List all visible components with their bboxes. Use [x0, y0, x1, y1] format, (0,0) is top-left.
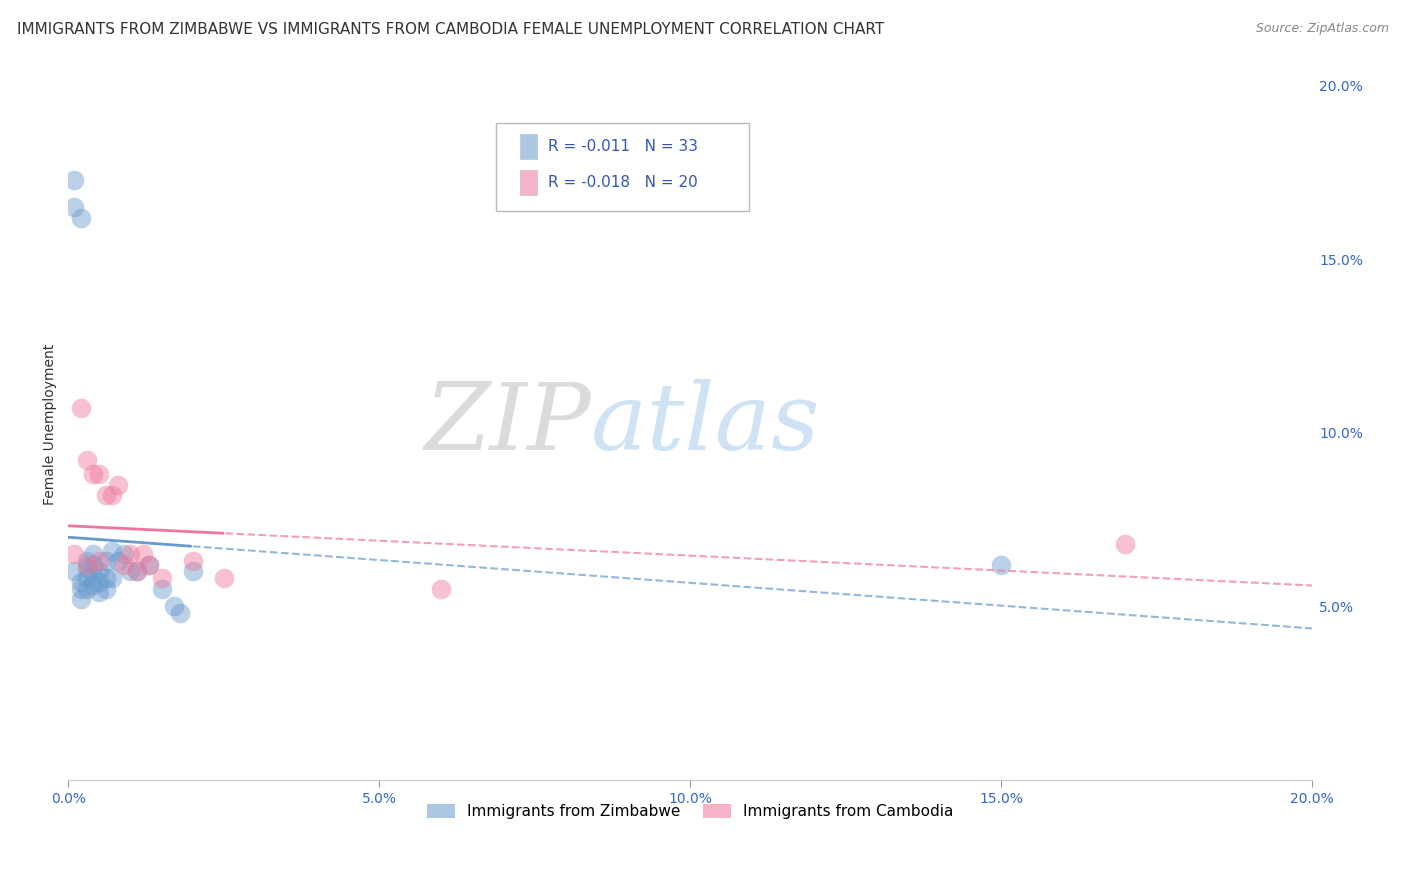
Point — [69, 574, 91, 589]
Point — [212, 571, 235, 585]
Point — [63, 565, 86, 579]
Point — [430, 582, 453, 596]
Point — [69, 401, 91, 416]
Point — [112, 547, 135, 561]
Point — [76, 571, 98, 585]
Point — [150, 582, 173, 596]
Point — [63, 172, 86, 186]
Point — [63, 200, 86, 214]
Point — [76, 582, 98, 596]
Point — [69, 211, 91, 225]
Text: Source: ZipAtlas.com: Source: ZipAtlas.com — [1256, 22, 1389, 36]
Point — [138, 558, 160, 572]
Text: R = -0.011   N = 33: R = -0.011 N = 33 — [548, 139, 699, 154]
Point — [120, 565, 142, 579]
Point — [89, 574, 111, 589]
Point — [94, 582, 117, 596]
Point — [112, 558, 135, 572]
Point — [94, 488, 117, 502]
Point — [82, 568, 104, 582]
Text: ZIP: ZIP — [425, 379, 591, 469]
Point — [125, 565, 148, 579]
Point — [150, 571, 173, 585]
Point — [138, 558, 160, 572]
Point — [76, 554, 98, 568]
Legend: Immigrants from Zimbabwe, Immigrants from Cambodia: Immigrants from Zimbabwe, Immigrants fro… — [420, 798, 959, 825]
Text: R = -0.018   N = 20: R = -0.018 N = 20 — [548, 175, 697, 190]
Point — [82, 558, 104, 572]
Point — [94, 571, 117, 585]
Point — [82, 467, 104, 482]
Point — [107, 554, 129, 568]
Point — [100, 571, 122, 585]
Point — [76, 561, 98, 575]
Point — [69, 582, 91, 596]
Point — [82, 547, 104, 561]
Point — [163, 599, 186, 614]
Point — [120, 547, 142, 561]
Point — [76, 453, 98, 467]
Point — [1114, 537, 1136, 551]
Point — [100, 543, 122, 558]
Point — [89, 467, 111, 482]
Point — [181, 565, 204, 579]
Point — [132, 547, 155, 561]
Point — [69, 592, 91, 607]
Text: atlas: atlas — [591, 379, 820, 469]
Point — [94, 554, 117, 568]
Text: IMMIGRANTS FROM ZIMBABWE VS IMMIGRANTS FROM CAMBODIA FEMALE UNEMPLOYMENT CORRELA: IMMIGRANTS FROM ZIMBABWE VS IMMIGRANTS F… — [17, 22, 884, 37]
Point — [76, 558, 98, 572]
Point — [63, 547, 86, 561]
Point — [82, 578, 104, 592]
Point — [107, 477, 129, 491]
Point — [89, 585, 111, 599]
Point — [990, 558, 1012, 572]
Y-axis label: Female Unemployment: Female Unemployment — [44, 343, 58, 505]
Point — [100, 488, 122, 502]
Point — [181, 554, 204, 568]
Point — [125, 565, 148, 579]
Point — [169, 606, 191, 620]
Point — [89, 554, 111, 568]
Point — [89, 565, 111, 579]
